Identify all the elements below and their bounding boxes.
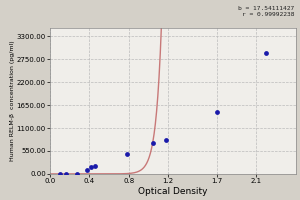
Y-axis label: Human RELM-β  concentration (pg/ml): Human RELM-β concentration (pg/ml) xyxy=(10,41,15,161)
Point xyxy=(164,138,168,141)
Point xyxy=(74,172,79,175)
Point xyxy=(89,166,94,169)
X-axis label: Optical Density: Optical Density xyxy=(138,187,208,196)
Point xyxy=(124,152,129,156)
Point xyxy=(264,52,269,55)
Point xyxy=(63,172,68,175)
Point xyxy=(57,172,62,175)
Point xyxy=(215,111,220,114)
Point xyxy=(85,168,90,171)
Point xyxy=(151,142,156,145)
Text: b = 17.54111427
r = 0.99992238: b = 17.54111427 r = 0.99992238 xyxy=(238,6,294,17)
Point xyxy=(93,164,98,167)
